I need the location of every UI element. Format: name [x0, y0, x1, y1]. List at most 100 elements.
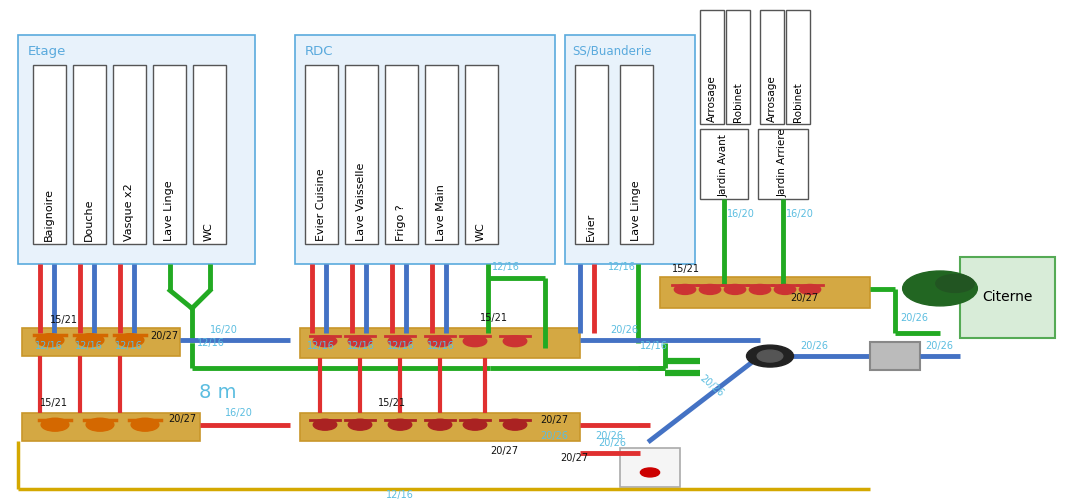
FancyBboxPatch shape — [786, 10, 810, 124]
Text: 20/27: 20/27 — [560, 452, 588, 462]
Text: RDC: RDC — [305, 45, 334, 58]
Text: 16/20: 16/20 — [727, 209, 754, 219]
Circle shape — [388, 336, 412, 347]
Text: Vasque x2: Vasque x2 — [124, 183, 134, 240]
Text: Arrosage: Arrosage — [707, 76, 717, 122]
FancyBboxPatch shape — [566, 35, 695, 264]
Circle shape — [348, 419, 371, 430]
Text: 12/16: 12/16 — [387, 341, 415, 351]
Circle shape — [314, 419, 337, 430]
Circle shape — [640, 468, 659, 477]
FancyBboxPatch shape — [870, 342, 920, 370]
Text: Arrosage: Arrosage — [767, 76, 777, 122]
Text: 12/16: 12/16 — [75, 341, 102, 351]
Text: 15/21: 15/21 — [672, 264, 700, 274]
Circle shape — [86, 418, 114, 431]
Text: Evier Cuisine: Evier Cuisine — [316, 168, 327, 240]
Circle shape — [314, 336, 337, 347]
Text: 8 m: 8 m — [200, 383, 237, 402]
Circle shape — [76, 334, 103, 347]
Text: Douche: Douche — [84, 198, 94, 240]
Circle shape — [428, 419, 451, 430]
Text: SS/Buanderie: SS/Buanderie — [572, 45, 652, 58]
FancyBboxPatch shape — [18, 35, 255, 264]
Text: 15/21: 15/21 — [480, 313, 508, 323]
Circle shape — [348, 336, 371, 347]
FancyBboxPatch shape — [22, 328, 180, 356]
Circle shape — [775, 285, 796, 295]
FancyBboxPatch shape — [726, 10, 750, 124]
Circle shape — [699, 285, 720, 295]
Text: 20/27: 20/27 — [540, 415, 568, 425]
Text: Lave Linge: Lave Linge — [631, 180, 641, 240]
Text: Evier: Evier — [586, 212, 596, 240]
Circle shape — [504, 336, 527, 347]
Text: 12/16: 12/16 — [115, 341, 143, 351]
Text: 12/16: 12/16 — [427, 341, 455, 351]
FancyBboxPatch shape — [153, 65, 186, 243]
Text: 20/26: 20/26 — [540, 431, 568, 441]
Text: 20/26: 20/26 — [598, 437, 626, 447]
FancyBboxPatch shape — [22, 413, 200, 440]
FancyBboxPatch shape — [758, 129, 808, 199]
FancyBboxPatch shape — [700, 129, 748, 199]
Text: 12/16: 12/16 — [640, 341, 668, 351]
Text: Robinet: Robinet — [733, 83, 743, 122]
Circle shape — [116, 334, 144, 347]
Text: Citerne: Citerne — [982, 291, 1032, 305]
Text: 12/16: 12/16 — [197, 338, 225, 348]
Text: 20/26: 20/26 — [800, 341, 828, 351]
Circle shape — [936, 275, 974, 293]
FancyBboxPatch shape — [425, 65, 458, 243]
Circle shape — [428, 336, 451, 347]
Text: 12/16: 12/16 — [386, 490, 414, 500]
FancyBboxPatch shape — [620, 447, 680, 487]
FancyBboxPatch shape — [294, 35, 555, 264]
FancyBboxPatch shape — [385, 65, 418, 243]
FancyBboxPatch shape — [700, 10, 724, 124]
Circle shape — [463, 419, 487, 430]
Text: Lave Main: Lave Main — [436, 184, 446, 240]
Text: 20/27: 20/27 — [790, 294, 818, 304]
Circle shape — [758, 350, 783, 362]
Text: Lave Vaisselle: Lave Vaisselle — [356, 162, 366, 240]
Text: 20/27: 20/27 — [150, 331, 178, 341]
Text: 20/26: 20/26 — [698, 373, 726, 399]
Text: 15/21: 15/21 — [378, 398, 407, 408]
FancyBboxPatch shape — [760, 10, 784, 124]
Text: 16/20: 16/20 — [210, 325, 238, 335]
Text: 12/16: 12/16 — [347, 341, 375, 351]
Text: 20/27: 20/27 — [168, 414, 196, 424]
Circle shape — [504, 419, 527, 430]
FancyBboxPatch shape — [300, 328, 580, 358]
Text: Jardin Avant: Jardin Avant — [719, 134, 729, 197]
Text: 12/16: 12/16 — [35, 341, 63, 351]
Text: 12/16: 12/16 — [492, 262, 520, 272]
Circle shape — [903, 271, 977, 306]
Circle shape — [799, 285, 821, 295]
Circle shape — [724, 285, 746, 295]
FancyBboxPatch shape — [305, 65, 338, 243]
Text: Baignoire: Baignoire — [44, 188, 54, 240]
FancyBboxPatch shape — [960, 257, 1055, 338]
Text: 15/21: 15/21 — [50, 315, 78, 325]
Text: 20/26: 20/26 — [610, 325, 638, 335]
FancyBboxPatch shape — [113, 65, 146, 243]
FancyBboxPatch shape — [660, 277, 870, 308]
Text: Jardin Arriere: Jardin Arriere — [778, 128, 789, 197]
FancyBboxPatch shape — [300, 413, 580, 440]
Text: Etage: Etage — [28, 45, 66, 58]
Text: 20/27: 20/27 — [490, 445, 519, 455]
FancyBboxPatch shape — [33, 65, 66, 243]
FancyBboxPatch shape — [620, 65, 653, 243]
Text: 20/26: 20/26 — [595, 431, 623, 441]
Text: 20/26: 20/26 — [899, 313, 928, 323]
Text: 16/20: 16/20 — [786, 209, 814, 219]
Circle shape — [463, 336, 487, 347]
Text: WC: WC — [204, 222, 214, 240]
Text: 15/21: 15/21 — [39, 398, 68, 408]
Text: Frigo ?: Frigo ? — [396, 204, 407, 240]
Circle shape — [42, 418, 69, 431]
Text: 12/16: 12/16 — [608, 262, 636, 272]
FancyBboxPatch shape — [193, 65, 226, 243]
